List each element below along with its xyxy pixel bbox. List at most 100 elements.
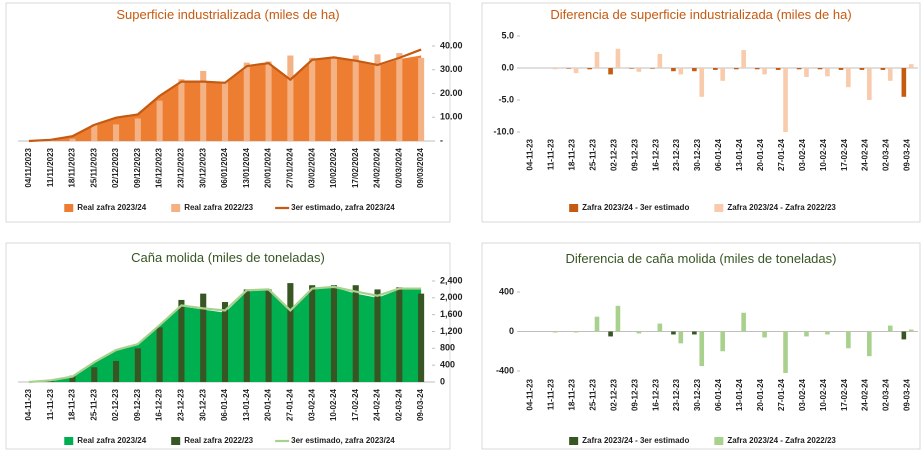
x-tick-label: 13-01-24 [735, 138, 744, 171]
bar [594, 52, 600, 68]
bar [243, 289, 250, 382]
legend-swatch [171, 437, 181, 445]
bar [352, 285, 359, 382]
bar [573, 331, 579, 333]
bar [699, 331, 705, 367]
y-tick-label: 1,200 [440, 326, 463, 336]
legend-label: Zafra 2023/24 - 3er estimado [582, 203, 689, 212]
bar [330, 285, 337, 382]
x-tick-label: 30/12/2023 [198, 147, 207, 188]
legend-label: Zafra 2023/24 - Zafra 2022/23 [727, 203, 836, 212]
bar [754, 68, 760, 70]
x-tick-label: 25-11-23 [588, 378, 597, 410]
x-tick-label: 11-11-23 [547, 138, 556, 170]
x-tick-label: 11-11-23 [46, 388, 55, 420]
bar [825, 331, 830, 335]
bar [113, 360, 120, 382]
bar [418, 293, 425, 382]
bar [265, 289, 272, 382]
bar [265, 61, 272, 141]
bar [615, 48, 621, 68]
bar [699, 68, 705, 97]
y-tick-label: 2,000 [440, 292, 463, 302]
x-tick-label: 10-02-24 [329, 388, 338, 421]
bar [775, 68, 781, 70]
y-tick-label: 0 [509, 326, 514, 336]
legend-swatch [64, 204, 74, 212]
bar [69, 375, 76, 382]
bar [650, 68, 655, 69]
legend-swatch [64, 437, 74, 445]
x-tick-label: 27-01-24 [777, 138, 786, 171]
x-tick-label: 09-12-23 [630, 138, 639, 171]
bar [846, 68, 851, 88]
y-tick-label: 800 [440, 343, 455, 353]
legend-label: Real zafra 2023/24 [77, 436, 146, 445]
y-tick-label: 400 [499, 286, 514, 296]
legend-label: 3er estimado, zafra 2023/24 [291, 436, 395, 445]
panel [481, 2, 921, 223]
legend-swatch [714, 204, 724, 212]
x-tick-label: 04-11-23 [526, 138, 535, 170]
legend-swatch [569, 204, 579, 212]
x-tick-label: 20/01/2024 [264, 147, 273, 188]
x-tick-label: 27-01-24 [285, 388, 294, 421]
x-tick-label: 24-02-24 [861, 138, 870, 171]
bar [762, 68, 767, 75]
x-tick-label: 06-01-24 [714, 378, 723, 411]
bar [134, 118, 141, 141]
x-tick-label: 17-02-24 [840, 138, 849, 171]
x-tick-label: 17-02-24 [351, 388, 360, 421]
bar [573, 68, 579, 74]
legend-swatch [569, 437, 579, 445]
bar [200, 70, 207, 141]
bar [804, 68, 809, 77]
legend-label: Real zafra 2022/23 [184, 436, 253, 445]
x-tick-label: 02/03/2024 [394, 147, 403, 188]
x-tick-label: 17/02/2024 [351, 147, 360, 188]
bar [692, 68, 697, 72]
bar [741, 50, 746, 68]
bar [867, 68, 872, 100]
x-tick-label: 25-11-23 [588, 138, 597, 170]
y-tick-label: 20.00 [440, 88, 463, 98]
x-tick-label: 02-12-23 [609, 138, 618, 171]
bar [309, 285, 316, 382]
bar [825, 68, 830, 77]
x-tick-label: 20-01-24 [756, 138, 765, 171]
x-tick-label: 11/11/2023 [46, 147, 55, 187]
bar [615, 305, 621, 332]
bar [552, 331, 558, 333]
bar [287, 283, 294, 382]
y-tick-label: 5.0 [501, 30, 514, 40]
y-tick-label: 10.00 [440, 112, 463, 122]
bar [657, 323, 663, 332]
bar [783, 331, 788, 373]
x-tick-label: 06/01/2024 [220, 147, 229, 188]
bar [287, 55, 294, 141]
bar [846, 331, 851, 349]
x-tick-label: 03-02-24 [307, 388, 316, 421]
legend: Real zafra 2023/24 Real zafra 2022/23 3er … [64, 203, 395, 212]
x-tick-label: 03-02-24 [798, 138, 807, 171]
bar [671, 68, 676, 72]
x-tick-label: 02-12-23 [609, 378, 618, 411]
line [28, 48, 422, 143]
bar [762, 331, 767, 338]
bar [330, 56, 337, 141]
bar [200, 293, 207, 382]
y-tick-label: -10.0 [493, 126, 514, 136]
chart-title: Diferencia de caña molida (miles de tone… [566, 251, 837, 266]
bar [374, 54, 381, 141]
x-tick-label: 02-03-24 [394, 388, 403, 421]
x-tick-label: 17-02-24 [840, 378, 849, 411]
bar [113, 124, 120, 141]
x-tick-label: 04-11-23 [526, 378, 535, 410]
bar [887, 68, 893, 81]
bar [243, 62, 250, 141]
x-tick-label: 24/02/2024 [373, 147, 382, 188]
bar [901, 68, 907, 97]
bar [352, 55, 359, 141]
y-tick-label: 40.00 [440, 40, 463, 50]
